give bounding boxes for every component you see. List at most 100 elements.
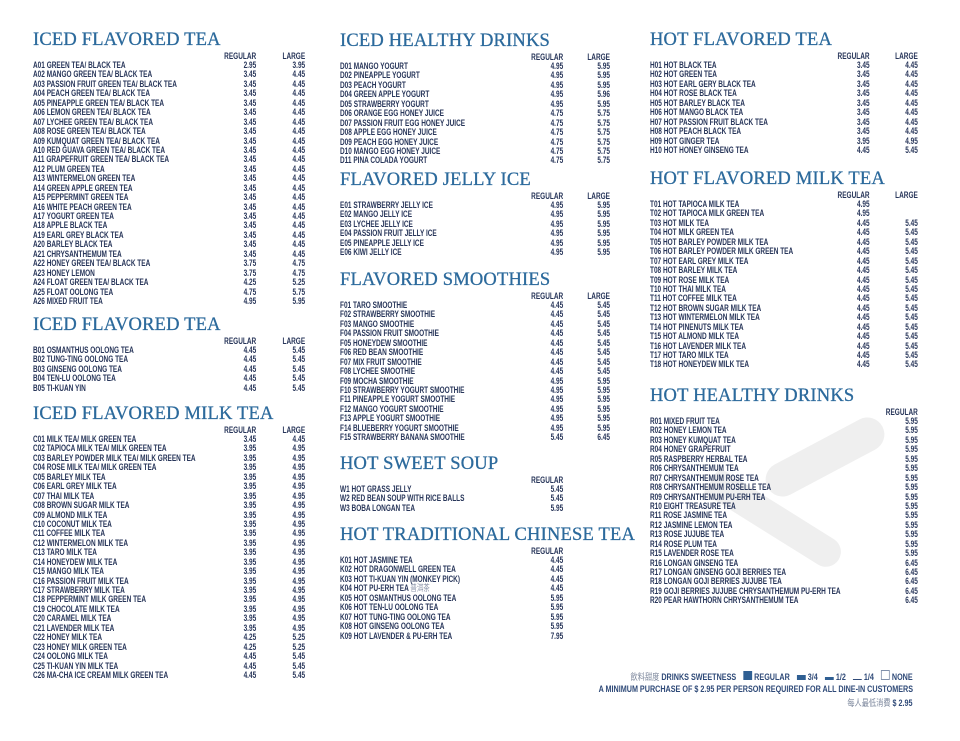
item-name-text: K05 HOT OSMANTHUS OOLONG TEA — [340, 592, 457, 603]
price-large: 5.45 — [905, 265, 918, 276]
price-regular: 6.45 — [905, 585, 918, 596]
price-large: 4.45 — [292, 97, 306, 108]
price-large: 5.25 — [292, 277, 306, 288]
price-regular: 3.95 — [243, 443, 257, 454]
price-large: 4.95 — [292, 547, 306, 558]
item-name-text: T18 HOT HONEYDEW MILK TEA — [650, 359, 750, 370]
price-regular: 4.45 — [243, 660, 257, 671]
menu-item: H07 HOT PASSION FRUIT BLACK TEA 3.45 4.45 — [650, 116, 918, 127]
price-regular: 4.45 — [243, 382, 257, 393]
item-name: R08 CHRYSANTHEMUM ROSELLE TEA — [650, 482, 771, 492]
price-large: 5.95 — [597, 403, 610, 414]
menu-item: R07 CHRYSANTHEMUM ROSE TEA 5.95 — [650, 473, 918, 483]
item-name: F15 STRAWBERRY BANANA SMOOTHIE — [340, 432, 465, 442]
section-iced-healthy-drinks: ICED HEALTHY DRINKS REGULAR LARGE D01 MANGO… — [340, 31, 715, 166]
item-name-text: A01 GREEN TEA/ BLACK TEA — [33, 60, 126, 70]
large-header: LARGE — [895, 190, 918, 200]
price-regular: 3.45 — [243, 135, 257, 146]
item-name-text: B04 TEN-LU OOLONG TEA — [33, 373, 116, 384]
item-name: F14 BLUEBERRY YOGURT SMOOTHIE — [340, 423, 459, 433]
price-regular: 4.95 — [550, 70, 564, 81]
item-name-text: F11 PINEAPPLE YOGURT SMOOTHIE — [340, 394, 456, 405]
price-header-row: REGULAR LARGE — [650, 52, 918, 61]
item-name: H05 HOT BARLEY BLACK TEA — [650, 98, 745, 108]
menu-item: E04 PASSION FRUIT JELLY ICE 4.95 5.95 — [340, 228, 610, 238]
price-large: 5.45 — [905, 283, 918, 294]
price-large: 4.95 — [292, 556, 306, 567]
menu-item: A21 CHRYSANTHEMUM TEA 3.45 4.45 — [33, 249, 305, 259]
price-large: 6.45 — [597, 432, 610, 443]
item-name: C05 BARLEY MILK TEA — [33, 472, 106, 482]
item-name-text: H10 HOT HONEY GINSENG TEA — [650, 144, 749, 155]
menu-item: K08 HOT GINSENG OOLONG TEA 5.95 — [340, 621, 610, 631]
item-name-text: H09 HOT GINGER TEA — [650, 135, 720, 146]
item-name-text: A05 PINEAPPLE GREEN TEA/ BLACK TEA — [33, 97, 165, 108]
section-title: HOT FLAVORED TEA — [650, 30, 833, 50]
menu-item: T11 HOT COFFEE MILK TEA 4.45 5.45 — [650, 293, 918, 303]
price-large: 4.95 — [292, 585, 306, 595]
price-large: 5.95 — [597, 200, 610, 210]
menu-item: C23 HONEY MILK GREEN TEA 4.25 5.25 — [33, 642, 305, 652]
item-name: C01 MILK TEA/ MILK GREEN TEA — [33, 434, 136, 444]
item-name-text: T15 HOT ALMOND MILK TEA — [650, 331, 740, 342]
menu-item: T15 HOT ALMOND MILK TEA 4.45 5.45 — [650, 331, 918, 342]
price-regular: 3.45 — [243, 182, 257, 193]
item-name: K01 HOT JASMINE TEA — [340, 555, 413, 565]
price-regular: 5.95 — [905, 416, 918, 426]
price-large: 4.95 — [292, 603, 306, 614]
menu-item: C16 PASSION FRUIT MILK TEA 3.95 4.95 — [33, 576, 305, 586]
price-large: 5.95 — [597, 422, 610, 433]
price-large: 4.45 — [292, 173, 306, 184]
item-name: F07 MIX FRUIT SMOOTHIE — [340, 357, 422, 367]
item-list: REGULAR LARGE A01 GREEN TEA/ BLACK TEA 2.95… — [33, 52, 305, 306]
item-name: F05 HONEYDEW SMOOTHIE — [340, 338, 427, 348]
menu-item: F01 TARO SMOOTHIE 4.45 5.45 — [340, 300, 610, 310]
price-regular: 5.95 — [550, 592, 564, 603]
item-name-text: A08 ROSE GREEN TEA/ BLACK TEA — [33, 126, 146, 137]
menu-item: T14 HOT PINENUTS MILK TEA 4.45 5.45 — [650, 322, 918, 332]
price-large: 5.95 — [597, 237, 610, 248]
item-name-text: R19 GOJI BERRIES JUJUBE CHRYSANTHEMUM PU… — [650, 585, 841, 596]
price-regular: 3.75 — [243, 267, 257, 278]
menu-item: T05 HOT BARLEY POWDER MILK TEA 4.45 5.45 — [650, 237, 918, 247]
item-name: E05 PINEAPPLE JELLY ICE — [340, 238, 424, 248]
price-large: 5.45 — [905, 255, 918, 266]
price-large: 4.45 — [905, 78, 918, 89]
item-name-text: A14 GREEN APPLE GREEN TEA — [33, 182, 133, 193]
item-name-text: F10 STRAWBERRY YOGURT SMOOTHIE — [340, 384, 465, 395]
item-name-text: H03 HOT EARL GERY BLACK TEA — [650, 78, 756, 89]
price-large: 4.45 — [905, 116, 918, 127]
item-name-text: A24 FLOAT GREEN TEA/ BLACK TEA — [33, 277, 149, 288]
price-header-row: REGULAR — [340, 547, 610, 556]
section-hot-healthy-drinks: HOT HEALTHY DRINKS REGULAR R01 MIXED FRUIT… — [650, 386, 960, 606]
item-name: C14 HONEYDEW MILK TEA — [33, 557, 117, 567]
item-name: A01 GREEN TEA/ BLACK TEA — [33, 60, 126, 70]
item-name-text: R06 CHRYSANTHEMUM TEA — [650, 463, 739, 474]
item-name-text: K04 HOT PU-ERH TEA — [340, 583, 409, 594]
menu-item: C19 CHOCOLATE MILK TEA 3.95 4.95 — [33, 603, 306, 614]
price-large: 4.45 — [292, 69, 306, 80]
price-regular: 4.95 — [550, 384, 564, 395]
item-name-text: B01 OSMANTHUS OOLONG TEA — [33, 345, 134, 355]
item-name: A02 MANGO GREEN TEA/ BLACK TEA — [33, 70, 152, 79]
item-name-text: D11 PINA COLADA YOGURT — [340, 155, 428, 166]
item-name: R07 CHRYSANTHEMUM ROSE TEA — [650, 473, 759, 483]
item-name: T16 HOT LAVENDER MILK TEA — [650, 341, 746, 351]
item-name: K04 HOT PU-ERH TEA 普洱茶 — [340, 584, 430, 593]
menu-item: A14 GREEN APPLE GREEN TEA 3.45 4.45 — [33, 182, 305, 193]
item-name-text: A16 WHITE PEACH GREEN TEA — [33, 201, 132, 212]
menu-item: A10 RED GUAVA GREEN TEA/ BLACK TEA 3.45 4.… — [33, 145, 305, 155]
menu-item: A11 GRAPEFRUIT GREEN TEA/ BLACK TEA 3.45 4… — [33, 154, 305, 164]
menu-item: H03 HOT EARL GERY BLACK TEA 3.45 4.45 — [650, 78, 918, 89]
price-regular: 4.45 — [550, 573, 564, 584]
price-regular: 4.95 — [550, 98, 564, 109]
price-large: 4.95 — [292, 622, 306, 633]
menu-item: B05 TI-KUAN YIN 4.45 5.45 — [33, 382, 305, 393]
regular-header: REGULAR — [224, 425, 257, 435]
price-regular: 3.95 — [243, 547, 257, 558]
menu-item: B04 TEN-LU OOLONG TEA 4.45 5.45 — [33, 373, 305, 384]
price-regular: 4.45 — [550, 337, 564, 348]
item-name: R03 HONEY KUMQUAT TEA — [650, 435, 736, 445]
menu-item: R08 CHRYSANTHEMUM ROSELLE TEA 5.95 — [650, 482, 918, 492]
item-name: H09 HOT GINGER TEA — [650, 135, 720, 146]
